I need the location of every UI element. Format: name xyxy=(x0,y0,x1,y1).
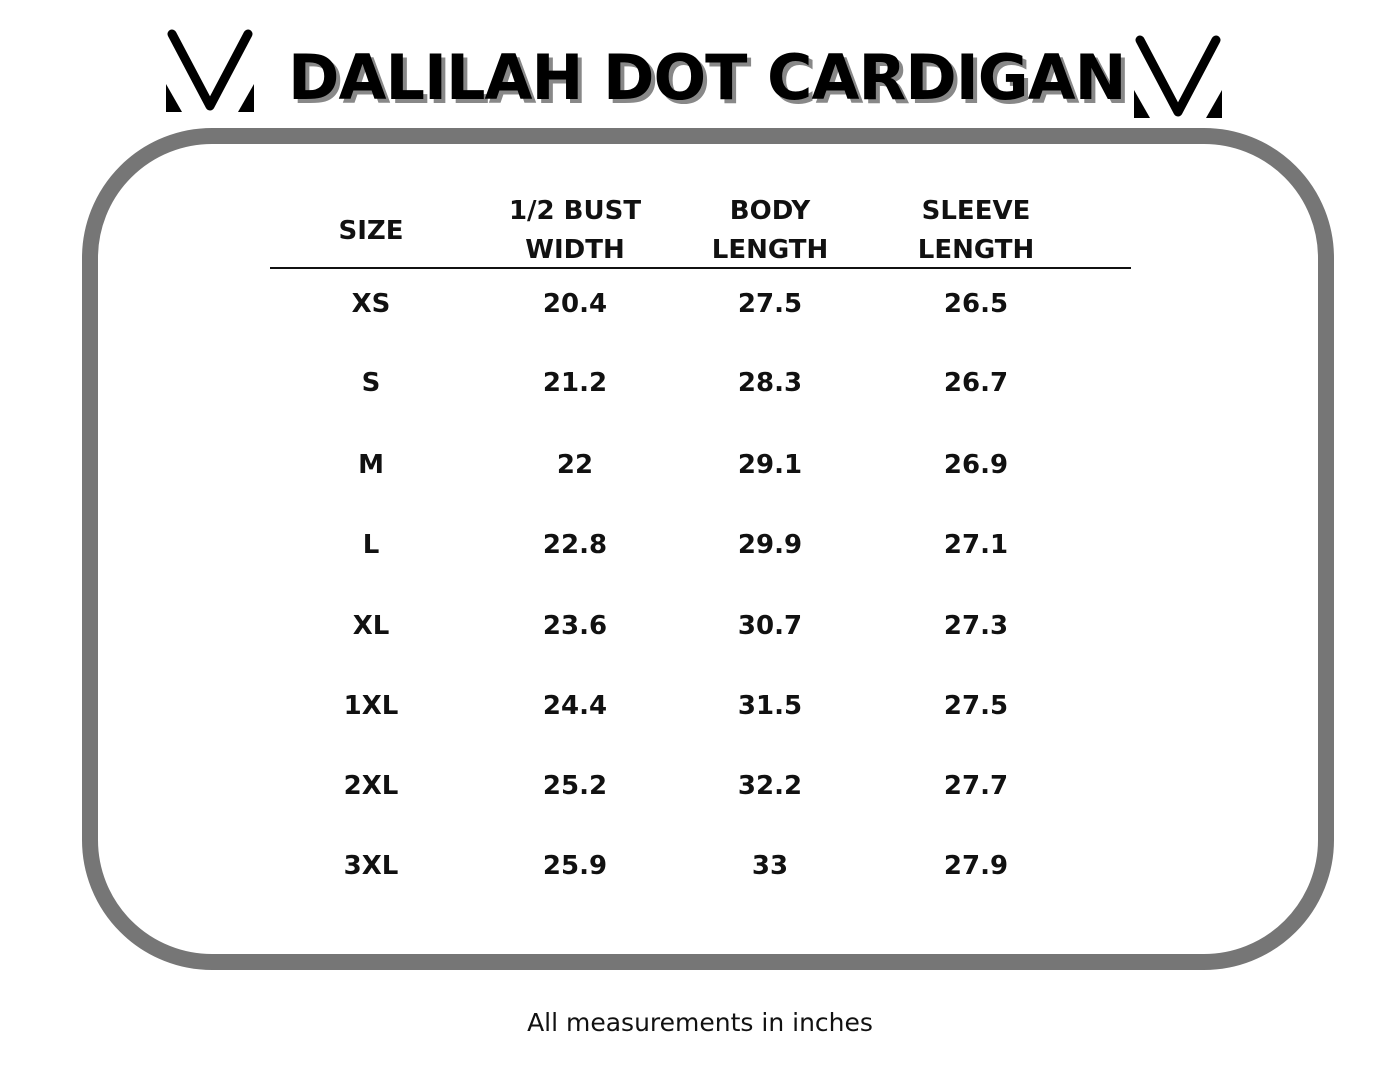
header-line: LENGTH xyxy=(711,235,829,265)
measurement-cell: 23.6 xyxy=(542,611,608,641)
size-cell: S xyxy=(361,368,381,398)
table-frame xyxy=(82,128,1334,970)
measurement-cell: 26.7 xyxy=(943,368,1009,398)
header-line: BODY xyxy=(729,196,811,226)
measurement-cell: 27.5 xyxy=(737,289,803,319)
measurement-cell: 22 xyxy=(556,450,594,480)
header-line: SIZE xyxy=(338,216,404,246)
measurement-cell: 25.9 xyxy=(542,851,608,881)
header-divider xyxy=(270,267,1131,269)
measurement-cell: 30.7 xyxy=(737,611,803,641)
measurement-cell: 31.5 xyxy=(737,691,803,721)
measurement-cell: 25.2 xyxy=(542,771,608,801)
measurement-cell: 24.4 xyxy=(542,691,608,721)
footer-note: All measurements in inches xyxy=(527,1008,873,1037)
v-logo-icon xyxy=(166,29,254,112)
header-sleeve-length: SLEEVE LENGTH xyxy=(876,192,1076,270)
measurement-cell: 29.1 xyxy=(737,450,803,480)
header-line: SLEEVE xyxy=(921,196,1031,226)
measurement-cell: 27.3 xyxy=(943,611,1009,641)
measurement-cell: 27.5 xyxy=(943,691,1009,721)
measurement-cell: 32.2 xyxy=(737,771,803,801)
measurement-cell: 28.3 xyxy=(737,368,803,398)
size-cell: XS xyxy=(351,289,391,319)
measurement-cell: 27.7 xyxy=(943,771,1009,801)
header-size: SIZE xyxy=(271,212,471,251)
size-cell: 1XL xyxy=(343,691,399,721)
measurement-cell: 21.2 xyxy=(542,368,608,398)
measurement-cell: 33 xyxy=(751,851,789,881)
size-cell: 2XL xyxy=(343,771,399,801)
header-body-length: BODY LENGTH xyxy=(670,192,870,270)
v-logo-icon xyxy=(1134,35,1222,118)
header-line: 1/2 BUST xyxy=(508,196,642,226)
size-cell: M xyxy=(358,450,384,480)
measurement-cell: 22.8 xyxy=(542,530,608,560)
measurement-cell: 20.4 xyxy=(542,289,608,319)
page-title: DALILAH DOT CARDIGAN xyxy=(288,41,1127,114)
header-line: LENGTH xyxy=(917,235,1035,265)
measurement-cell: 26.5 xyxy=(943,289,1009,319)
header-bust-width: 1/2 BUST WIDTH xyxy=(475,192,675,270)
size-cell: 3XL xyxy=(343,851,399,881)
measurement-cell: 29.9 xyxy=(737,530,803,560)
size-cell: L xyxy=(362,530,380,560)
header-line: WIDTH xyxy=(525,235,625,265)
size-cell: XL xyxy=(352,611,390,641)
measurement-cell: 26.9 xyxy=(943,450,1009,480)
measurement-cell: 27.1 xyxy=(943,530,1009,560)
measurement-cell: 27.9 xyxy=(943,851,1009,881)
